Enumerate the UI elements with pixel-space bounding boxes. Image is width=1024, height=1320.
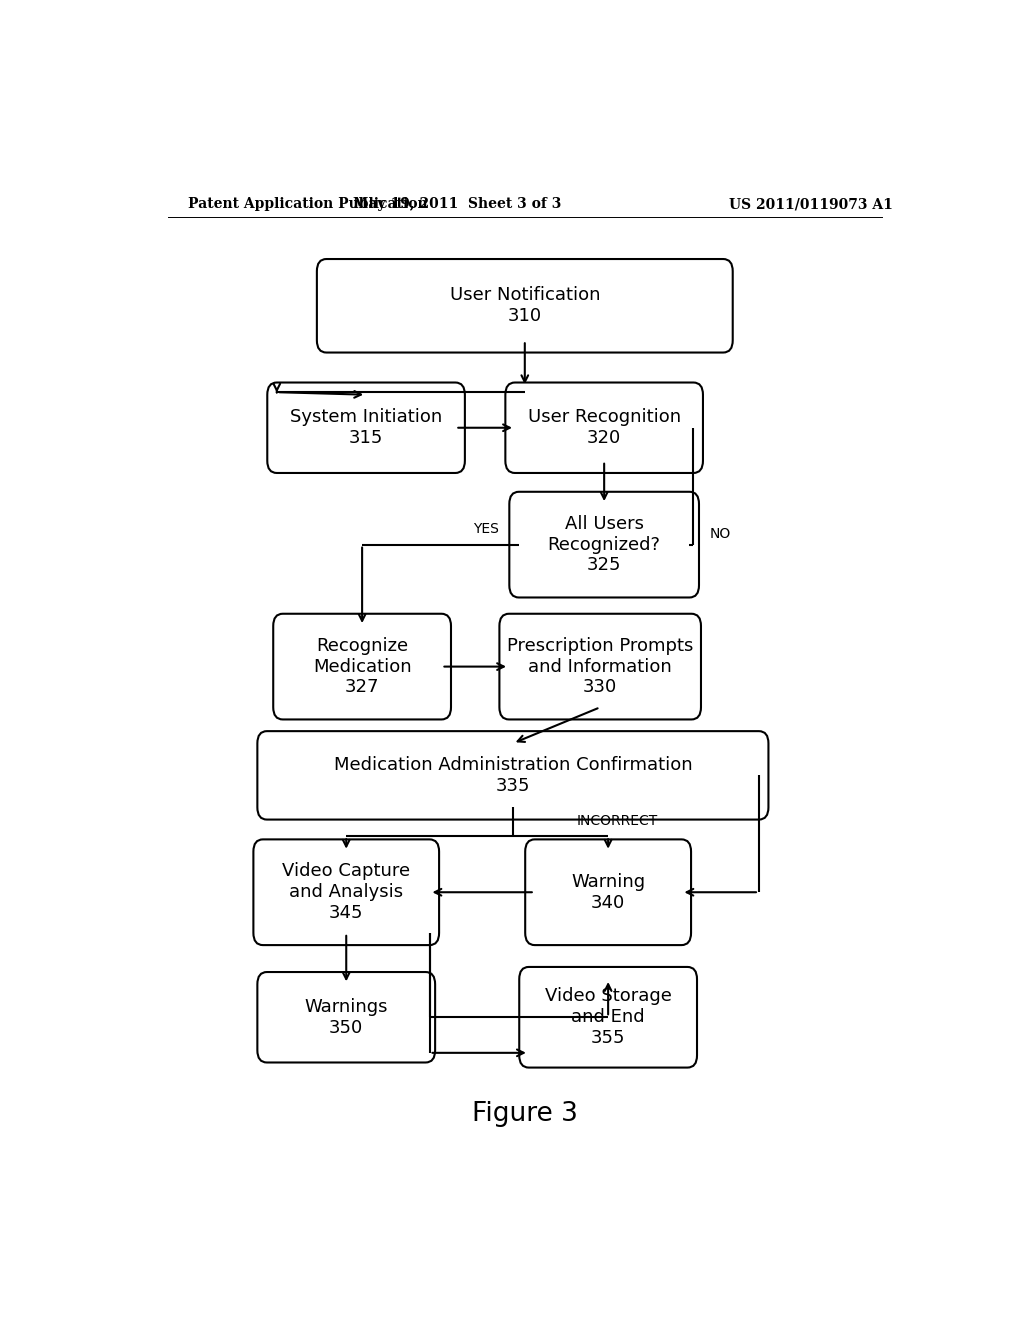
Text: User Notification
310: User Notification 310 [450, 286, 600, 325]
FancyBboxPatch shape [500, 614, 701, 719]
Text: Video Capture
and Analysis
345: Video Capture and Analysis 345 [283, 862, 411, 923]
FancyBboxPatch shape [509, 492, 699, 598]
Text: INCORRECT: INCORRECT [577, 814, 657, 828]
FancyBboxPatch shape [267, 383, 465, 473]
Text: All Users
Recognized?
325: All Users Recognized? 325 [548, 515, 660, 574]
FancyBboxPatch shape [257, 731, 768, 820]
FancyBboxPatch shape [273, 614, 451, 719]
Text: System Initiation
315: System Initiation 315 [290, 408, 442, 447]
Text: Patent Application Publication: Patent Application Publication [187, 197, 427, 211]
Text: May 19, 2011  Sheet 3 of 3: May 19, 2011 Sheet 3 of 3 [353, 197, 561, 211]
Text: Figure 3: Figure 3 [472, 1101, 578, 1127]
Text: NO: NO [710, 528, 730, 541]
Text: User Recognition
320: User Recognition 320 [527, 408, 681, 447]
FancyBboxPatch shape [506, 383, 702, 473]
FancyBboxPatch shape [525, 840, 691, 945]
Text: Prescription Prompts
and Information
330: Prescription Prompts and Information 330 [507, 636, 693, 697]
Text: Medication Administration Confirmation
335: Medication Administration Confirmation 3… [334, 756, 692, 795]
FancyBboxPatch shape [519, 968, 697, 1068]
Text: US 2011/0119073 A1: US 2011/0119073 A1 [728, 197, 893, 211]
Text: Warning
340: Warning 340 [571, 873, 645, 912]
Text: Warnings
350: Warnings 350 [304, 998, 388, 1036]
Text: YES: YES [473, 523, 499, 536]
Text: Video Storage
and End
355: Video Storage and End 355 [545, 987, 672, 1047]
FancyBboxPatch shape [253, 840, 439, 945]
Text: Recognize
Medication
327: Recognize Medication 327 [312, 636, 412, 697]
FancyBboxPatch shape [316, 259, 733, 352]
FancyBboxPatch shape [257, 972, 435, 1063]
